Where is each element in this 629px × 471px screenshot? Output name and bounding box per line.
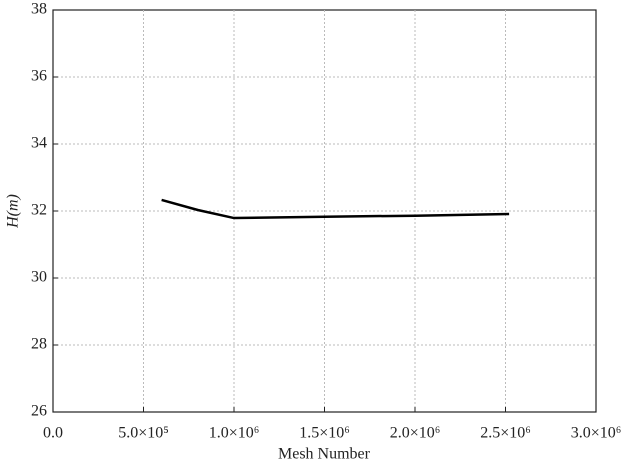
x-tick-label: 1.5×10⁶ <box>299 425 350 442</box>
x-tick-label: 1.0×10⁶ <box>209 425 260 442</box>
y-tick-label: 34 <box>31 135 47 152</box>
y-tick-label: 38 <box>31 1 47 18</box>
x-axis-label: Mesh Number <box>278 446 371 463</box>
x-tick-label: 0.0 <box>43 425 63 442</box>
y-axis-label: H(m) <box>5 194 22 229</box>
y-tick-label: 28 <box>31 336 47 353</box>
y-tick-label: 30 <box>31 269 47 286</box>
data-line <box>161 198 510 220</box>
x-tick-label: 2.5×10⁶ <box>480 425 531 442</box>
x-tick-label: 2.0×10⁶ <box>390 425 441 442</box>
x-tick-label: 5.0×10⁵ <box>118 425 169 442</box>
y-tick-label: 36 <box>31 68 47 85</box>
y-tick-label: 32 <box>31 202 47 219</box>
x-tick-label: 3.0×10⁶ <box>571 425 622 442</box>
y-tick-label: 26 <box>31 403 47 420</box>
